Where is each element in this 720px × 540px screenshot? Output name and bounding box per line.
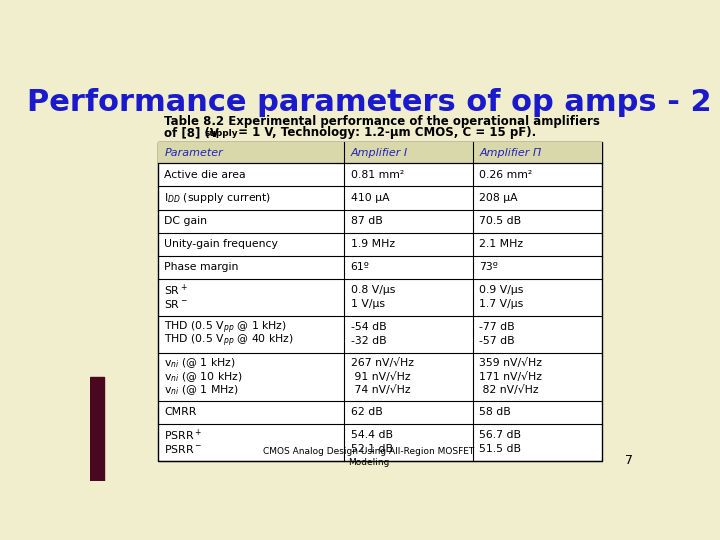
Text: -57 dB: -57 dB (479, 336, 515, 346)
Text: SR$^-$: SR$^-$ (164, 298, 188, 310)
Text: CMRR: CMRR (164, 407, 197, 417)
Text: = 1 V, Technology: 1.2-μm CMOS, C = 15 pF).: = 1 V, Technology: 1.2-μm CMOS, C = 15 p… (234, 126, 536, 139)
Text: 74 nV/√Hz: 74 nV/√Hz (351, 386, 410, 395)
Text: -54 dB: -54 dB (351, 322, 386, 332)
Text: PSRR$^-$: PSRR$^-$ (164, 443, 202, 455)
Text: 62 dB: 62 dB (351, 407, 382, 417)
Text: DC gain: DC gain (164, 216, 207, 226)
Text: 0.81 mm²: 0.81 mm² (351, 170, 404, 180)
Text: 0.26 mm²: 0.26 mm² (479, 170, 532, 180)
Text: Performance parameters of op amps - 2: Performance parameters of op amps - 2 (27, 88, 711, 117)
Bar (158, 142, 601, 461)
Text: v$_{ni}$ (@ 10 kHz): v$_{ni}$ (@ 10 kHz) (164, 370, 243, 383)
Text: Table 8.2 Experimental performance of the operational amplifiers: Table 8.2 Experimental performance of th… (163, 115, 600, 128)
Text: Amplifier Π: Amplifier Π (479, 147, 541, 158)
Text: 1 V/μs: 1 V/μs (351, 299, 384, 309)
Text: 51.5 dB: 51.5 dB (479, 444, 521, 454)
Text: 2.1 MHz: 2.1 MHz (479, 239, 523, 249)
Text: 73º: 73º (479, 262, 498, 272)
Text: Phase margin: Phase margin (164, 262, 239, 272)
Text: PSRR$^+$: PSRR$^+$ (164, 428, 202, 443)
Text: 359 nV/√Hz: 359 nV/√Hz (479, 358, 542, 368)
Text: 1.7 V/μs: 1.7 V/μs (479, 299, 523, 309)
Text: v$_{ni}$ (@ 1 MHz): v$_{ni}$ (@ 1 MHz) (164, 383, 239, 397)
Text: I$_{DD}$ (supply current): I$_{DD}$ (supply current) (164, 191, 271, 205)
Text: 52.1 dB: 52.1 dB (351, 444, 392, 454)
Text: 0.8 V/μs: 0.8 V/μs (351, 286, 395, 295)
Text: 70.5 dB: 70.5 dB (479, 216, 521, 226)
Text: -77 dB: -77 dB (479, 322, 515, 332)
Text: SR$^+$: SR$^+$ (164, 283, 188, 298)
Text: 91 nV/√Hz: 91 nV/√Hz (351, 372, 410, 382)
Text: 1.9 MHz: 1.9 MHz (351, 239, 395, 249)
Text: Amplifier I: Amplifier I (351, 147, 408, 158)
Text: v$_{ni}$ (@ 1 kHz): v$_{ni}$ (@ 1 kHz) (164, 356, 236, 370)
Text: 56.7 dB: 56.7 dB (479, 430, 521, 440)
Bar (90, 377, 104, 481)
Text: 267 nV/√Hz: 267 nV/√Hz (351, 358, 413, 368)
Text: supply: supply (204, 130, 238, 138)
Text: 61º: 61º (351, 262, 369, 272)
Text: 0.9 V/μs: 0.9 V/μs (479, 286, 523, 295)
Text: 7: 7 (624, 454, 632, 467)
Bar (158, 142, 601, 164)
Text: 410 μA: 410 μA (351, 193, 390, 203)
Text: THD (0.5 V$_{pp}$ @ 1 kHz): THD (0.5 V$_{pp}$ @ 1 kHz) (164, 319, 287, 335)
Text: THD (0.5 V$_{pp}$ @ 40 kHz): THD (0.5 V$_{pp}$ @ 40 kHz) (164, 333, 294, 349)
Text: 82 nV/√Hz: 82 nV/√Hz (479, 386, 539, 395)
Text: 171 nV/√Hz: 171 nV/√Hz (479, 372, 542, 382)
Text: -32 dB: -32 dB (351, 336, 386, 346)
Text: Active die area: Active die area (164, 170, 246, 180)
Text: 87 dB: 87 dB (351, 216, 382, 226)
Text: of [8] (V: of [8] (V (163, 126, 219, 139)
Text: CMOS Analog Design Using All-Region MOSFET
Modeling: CMOS Analog Design Using All-Region MOSF… (264, 447, 474, 467)
Text: Unity-gain frequency: Unity-gain frequency (164, 239, 278, 249)
Text: Parameter: Parameter (164, 147, 223, 158)
Text: 208 μA: 208 μA (479, 193, 518, 203)
Text: 54.4 dB: 54.4 dB (351, 430, 392, 440)
Text: 58 dB: 58 dB (479, 407, 511, 417)
